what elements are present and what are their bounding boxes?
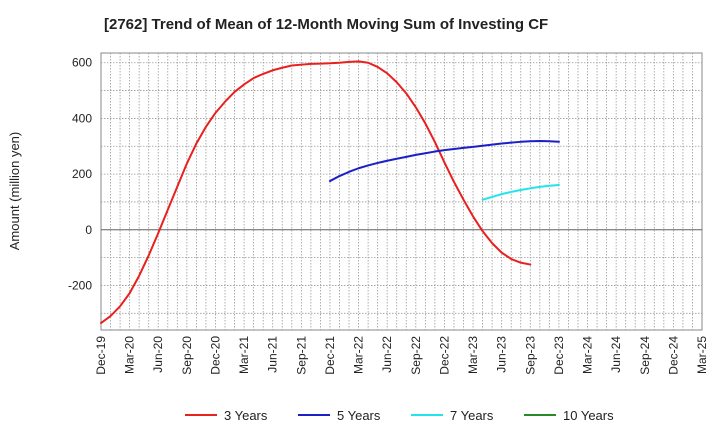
x-tick-label: Dec-19: [94, 336, 108, 375]
plot-area: [100, 52, 703, 331]
x-tick-label: Mar-23: [466, 336, 480, 374]
y-axis-title: Amount (million yen): [7, 132, 22, 251]
legend-label-10-years: 10 Years: [563, 408, 614, 423]
legend-label-5-years: 5 Years: [337, 408, 381, 423]
legend-label-3-years: 3 Years: [224, 408, 268, 423]
series-line-5-years: [328, 139, 560, 183]
x-tick-label: Mar-24: [581, 336, 595, 374]
x-tick-label: Sep-24: [638, 336, 652, 375]
x-tick-label: Sep-21: [294, 336, 308, 375]
x-tick-label: Dec-24: [666, 336, 680, 375]
x-tick-label: Jun-20: [151, 336, 165, 373]
y-tick-label: 200: [72, 167, 92, 181]
y-tick-label: 400: [72, 111, 92, 125]
x-tick-label: Sep-23: [523, 336, 537, 375]
x-tick-label: Mar-25: [695, 336, 709, 374]
y-tick-label: 0: [85, 223, 92, 237]
x-tick-label: Mar-21: [237, 336, 251, 374]
x-tick-label: Jun-22: [380, 336, 394, 373]
x-tick-label: Mar-20: [123, 336, 137, 374]
series-line-7-years: [481, 183, 560, 201]
x-tick-label: Dec-23: [552, 336, 566, 375]
x-tick-label: Sep-20: [180, 336, 194, 375]
y-tick-label: 600: [72, 56, 92, 70]
chart-title: [2762] Trend of Mean of 12-Month Moving …: [104, 16, 549, 33]
x-tick-label: Jun-21: [266, 336, 280, 373]
series-line-3-years: [100, 60, 532, 325]
x-tick-label: Dec-20: [208, 336, 222, 375]
x-tick-label: Dec-21: [323, 336, 337, 375]
x-tick-label: Mar-22: [352, 336, 366, 374]
x-tick-label: Jun-23: [495, 336, 509, 373]
x-tick-label: Jun-24: [609, 336, 623, 373]
y-tick-label: -200: [68, 278, 92, 292]
x-tick-label: Sep-22: [409, 336, 423, 375]
legend-label-7-years: 7 Years: [450, 408, 494, 423]
x-tick-label: Dec-22: [437, 336, 451, 375]
